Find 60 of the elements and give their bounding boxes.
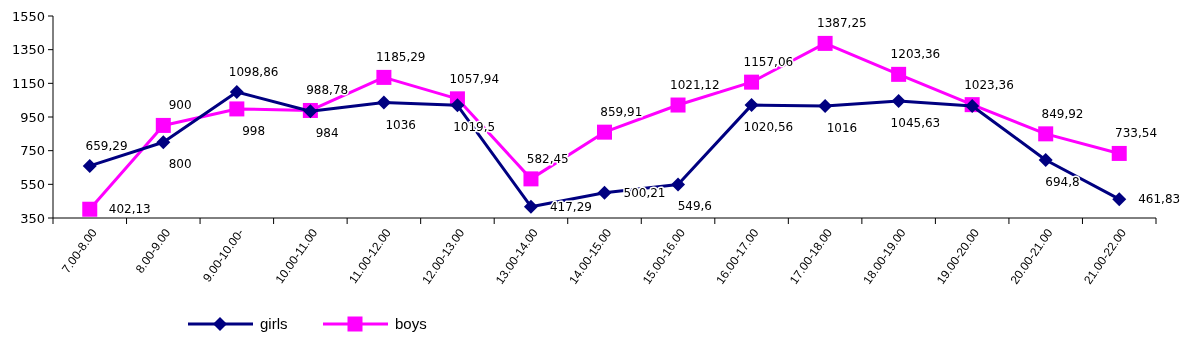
point — [817, 35, 833, 51]
data-label: 984 — [315, 126, 339, 141]
point — [229, 84, 244, 99]
data-label: 694,8 — [1045, 174, 1080, 189]
data-label: 1016 — [826, 120, 858, 135]
point — [523, 171, 539, 187]
y-tick-label: 750 — [20, 143, 45, 159]
point — [597, 124, 612, 140]
legend-label: boys — [395, 315, 427, 333]
data-label: 549,6 — [677, 199, 713, 214]
point — [1112, 192, 1127, 207]
point — [376, 95, 391, 110]
data-label: 1036 — [385, 117, 416, 132]
point — [818, 98, 833, 113]
data-label: 998 — [242, 123, 266, 138]
point — [376, 69, 392, 85]
data-label: 1021,12 — [670, 78, 720, 93]
data-label: 859,91 — [600, 105, 643, 120]
point — [155, 117, 171, 133]
data-label: 1203,36 — [890, 47, 941, 62]
point — [82, 158, 97, 173]
data-label: 733,54 — [1115, 126, 1158, 141]
point — [891, 66, 907, 82]
point — [1038, 126, 1054, 142]
y-tick-label: 1550 — [11, 8, 45, 24]
point — [744, 74, 760, 90]
data-label: 1387,25 — [817, 16, 867, 31]
point — [597, 185, 612, 200]
data-label: 1023,36 — [964, 77, 1014, 92]
data-label: 500,21 — [623, 185, 666, 200]
data-label: 849,92 — [1041, 106, 1084, 121]
data-label: 988,78 — [306, 83, 349, 98]
point — [229, 101, 245, 117]
y-tick-label: 1350 — [11, 42, 45, 58]
data-label: 402,13 — [108, 202, 151, 217]
point — [891, 93, 906, 108]
point — [156, 135, 171, 150]
y-tick-label: 350 — [20, 210, 45, 226]
data-label: 1185,29 — [375, 50, 426, 65]
point — [523, 199, 538, 214]
data-label: 900 — [168, 98, 192, 113]
point — [1038, 152, 1053, 167]
point — [670, 97, 686, 113]
data-label: 1098,86 — [228, 64, 279, 79]
data-label: 800 — [168, 157, 192, 172]
data-label: 1020,56 — [743, 120, 794, 135]
point — [744, 98, 759, 113]
data-label: 417,29 — [549, 199, 592, 214]
y-tick-label: 1150 — [11, 75, 45, 91]
data-label: 1057,94 — [449, 71, 500, 86]
legend-label: girls — [260, 315, 288, 333]
y-tick-label: 550 — [20, 176, 45, 192]
data-label: 659,29 — [85, 138, 128, 153]
point — [671, 177, 686, 192]
data-label: 1045,63 — [890, 115, 941, 130]
data-label: 461,83 — [1138, 192, 1181, 207]
point — [1111, 145, 1127, 161]
point — [82, 201, 98, 217]
y-tick-label: 950 — [20, 109, 45, 125]
point — [450, 98, 465, 113]
